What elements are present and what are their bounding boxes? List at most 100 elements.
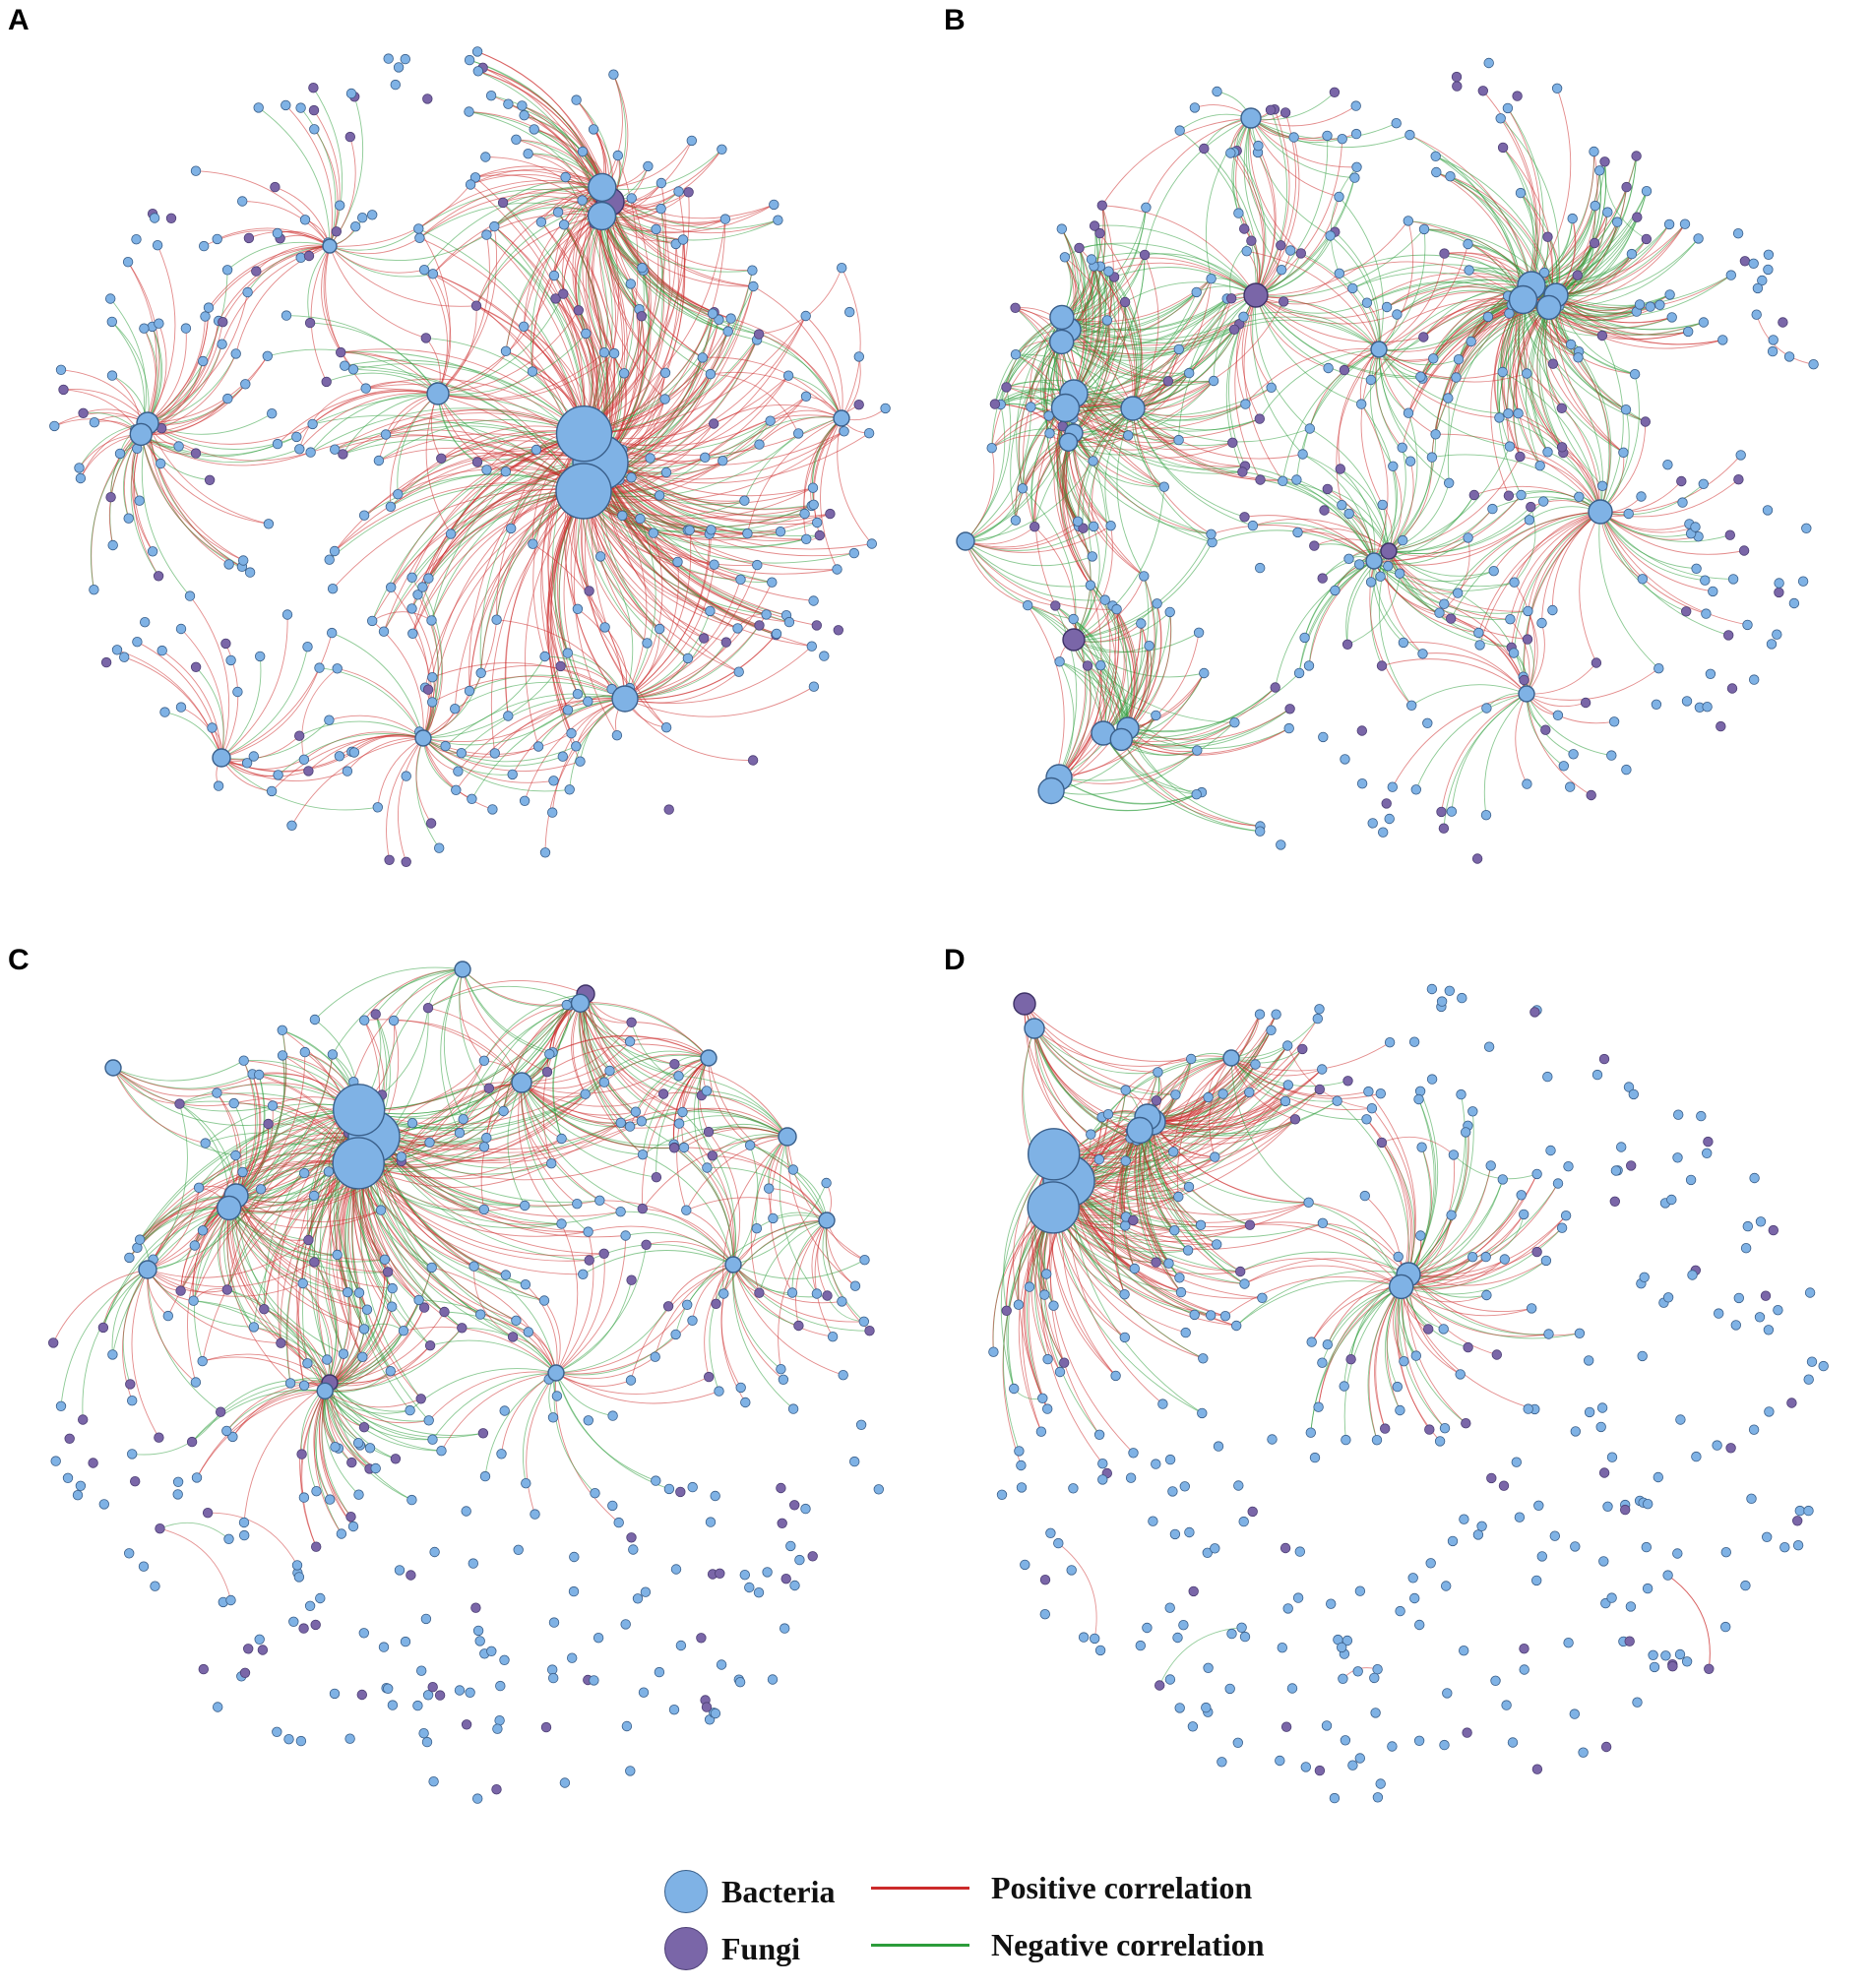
bacteria-node: [1632, 1697, 1643, 1708]
bacteria-node: [1208, 375, 1219, 387]
positive-edge: [624, 646, 813, 704]
fungi-node: [1295, 248, 1307, 259]
positive-edge: [584, 228, 659, 435]
bacteria-node: [812, 517, 823, 528]
negative-edge: [1112, 605, 1138, 729]
bacteria-node: [1547, 604, 1558, 616]
positive-edge: [631, 1022, 710, 1059]
fungi-node: [1446, 613, 1457, 624]
negative-edge: [1447, 306, 1549, 399]
bacteria-node: [1180, 1327, 1191, 1338]
bacteria-node: [519, 795, 530, 807]
bacteria-node: [1481, 703, 1492, 714]
fungi-node: [390, 1454, 402, 1464]
bacteria-node: [1663, 218, 1675, 230]
fungi-node: [1598, 1467, 1610, 1478]
positive-edge: [208, 245, 331, 308]
bacteria-node: [340, 360, 350, 371]
bacteria-node: [1186, 1053, 1197, 1065]
bacteria-node: [1504, 441, 1516, 452]
positive-edge: [108, 434, 142, 546]
bacteria-node: [1662, 1292, 1674, 1303]
positive-edge: [432, 661, 626, 700]
bacteria-node: [1189, 102, 1201, 113]
bacteria-node: [1570, 1541, 1581, 1552]
positive-edge: [702, 356, 842, 419]
bacteria-node: [406, 1117, 418, 1129]
bacteria-node: [1483, 57, 1494, 69]
negative-edge: [194, 1208, 230, 1362]
fungi-node: [204, 474, 216, 486]
positive-edge: [1514, 511, 1601, 583]
negative-edge: [530, 187, 603, 372]
negative-edge: [1526, 693, 1565, 767]
fungi-node: [1074, 242, 1085, 254]
bacteria-node: [1378, 827, 1389, 838]
negative-edge: [521, 1003, 573, 1084]
bacteria-node: [701, 1086, 713, 1096]
positive-edge: [1230, 1057, 1372, 1111]
positive-edge: [295, 1109, 360, 1364]
bacteria-node: [733, 666, 744, 677]
negative-edge: [1206, 117, 1252, 280]
fungi-node: [1317, 573, 1328, 584]
positive-edge: [1058, 1542, 1097, 1639]
positive-edge: [437, 275, 555, 395]
bacteria-node: [594, 1195, 605, 1207]
positive-edge: [390, 587, 430, 739]
positive-edge: [1255, 137, 1300, 296]
fungi-node: [1010, 302, 1021, 314]
bacteria-node: [625, 1375, 637, 1386]
negative-edge: [1599, 511, 1706, 582]
bacteria-node: [1372, 1792, 1384, 1803]
bacteria-node: [385, 1366, 397, 1377]
negative-edge: [422, 737, 563, 767]
negative-edge: [1252, 523, 1375, 562]
bacteria-node: [1135, 1640, 1147, 1651]
fungi-node: [1463, 1341, 1473, 1353]
bacteria-node: [583, 1226, 593, 1237]
bacteria-node: [1763, 1325, 1775, 1336]
fungi-node: [1531, 1764, 1543, 1774]
bacteria-node: [1567, 213, 1578, 224]
bacteria-node: [624, 1036, 636, 1047]
bacteria-node: [454, 1685, 466, 1696]
bacteria-node: [1226, 1628, 1237, 1640]
bacteria-node: [406, 572, 417, 584]
bacteria-node: [626, 472, 637, 483]
positive-edge: [1110, 1130, 1141, 1295]
bacteria-node: [1039, 1289, 1050, 1300]
negative-edge: [1068, 323, 1240, 349]
negative-edge: [1250, 117, 1410, 148]
bacteria-node: [1662, 460, 1673, 470]
positive-edge: [1127, 708, 1290, 741]
bacteria-node: [1123, 430, 1134, 441]
positive-edge: [601, 204, 775, 233]
bacteria-node: [386, 582, 397, 593]
bacteria-node: [1774, 578, 1784, 589]
fungi-node: [1631, 151, 1642, 161]
bacteria-node: [604, 1065, 615, 1077]
positive-edge: [1147, 1014, 1278, 1118]
negative-edge: [1388, 550, 1479, 634]
positive-edge: [1378, 348, 1503, 379]
bacteria-node: [684, 525, 695, 535]
negative-edge: [1372, 560, 1404, 644]
positive-edge: [147, 1239, 309, 1278]
bacteria-node: [1210, 1151, 1220, 1162]
bacteria-node: [126, 1449, 138, 1460]
negative-edge: [1139, 1130, 1309, 1204]
bacteria-node: [1066, 1565, 1077, 1576]
bacteria-node: [837, 263, 847, 274]
negative-edge: [1102, 611, 1171, 734]
positive-edge: [411, 433, 585, 578]
negative-edge: [1231, 117, 1252, 214]
fungi-node: [598, 1248, 609, 1260]
positive-edge: [1121, 727, 1289, 756]
bacteria-node: [754, 439, 765, 450]
bacteria-node: [569, 1551, 580, 1563]
positive-edge: [598, 216, 665, 400]
bacteria-node: [396, 1151, 407, 1162]
fungi-node: [1335, 464, 1346, 474]
bacteria-hub-node: [1049, 304, 1075, 331]
